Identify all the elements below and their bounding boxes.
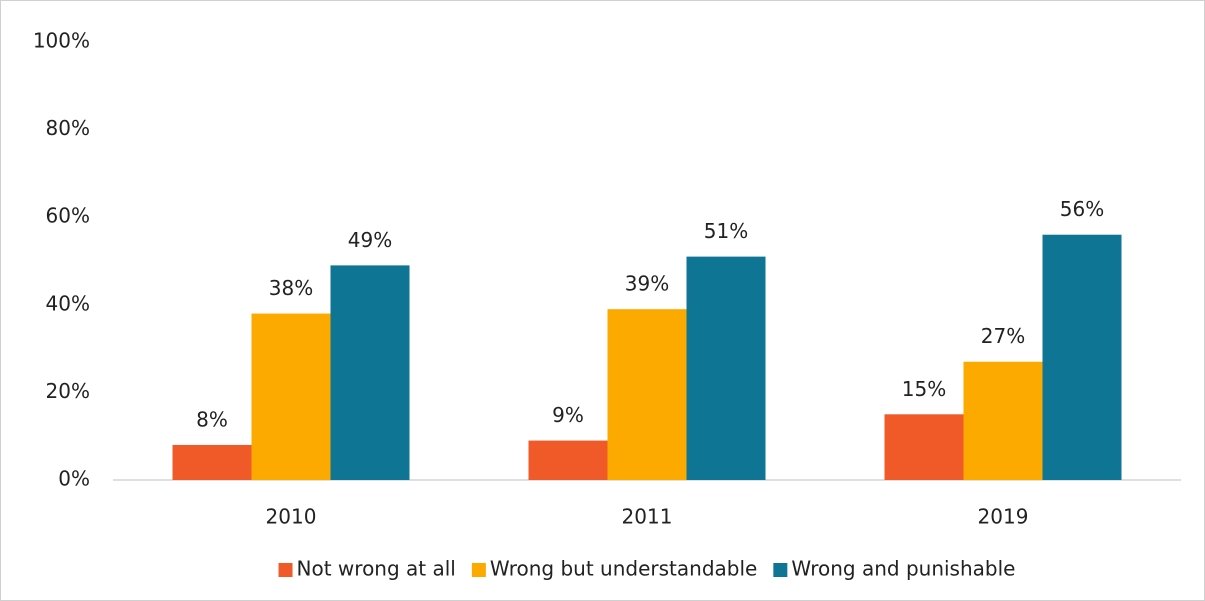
data-label: 38% xyxy=(269,276,313,300)
bar xyxy=(963,361,1043,480)
data-label: 8% xyxy=(196,407,228,431)
data-label: 51% xyxy=(704,219,748,243)
bar xyxy=(884,414,964,480)
legend-swatch xyxy=(278,563,293,577)
data-label: 9% xyxy=(552,403,584,427)
bar xyxy=(686,256,766,480)
legend-label: Not wrong at all xyxy=(297,557,456,581)
bar xyxy=(1042,234,1122,480)
bar xyxy=(330,265,410,480)
data-label: 15% xyxy=(902,377,946,401)
legend: Not wrong at all Wrong but understandable… xyxy=(278,557,1015,581)
bar xyxy=(607,309,687,480)
legend-swatch xyxy=(773,563,788,577)
data-label: 39% xyxy=(625,272,669,296)
x-tick-label: 2019 xyxy=(978,505,1029,529)
y-tick-label: 0% xyxy=(58,467,90,491)
x-tick-label: 2010 xyxy=(266,505,317,529)
legend-label: Wrong and punishable xyxy=(791,557,1015,581)
y-tick-label: 60% xyxy=(46,204,90,228)
legend-label: Wrong but understandable xyxy=(490,557,757,581)
y-tick-label: 100% xyxy=(33,29,90,53)
bar xyxy=(251,313,331,480)
data-label: 49% xyxy=(348,228,392,252)
bar xyxy=(528,440,608,480)
y-tick-label: 80% xyxy=(46,116,90,140)
x-tick-label: 2011 xyxy=(622,505,673,529)
legend-swatch xyxy=(471,563,486,577)
y-tick-label: 40% xyxy=(46,291,90,315)
bar xyxy=(172,444,252,480)
y-tick-label: 20% xyxy=(46,379,90,403)
data-label: 56% xyxy=(1060,197,1104,221)
data-label: 27% xyxy=(981,324,1025,348)
